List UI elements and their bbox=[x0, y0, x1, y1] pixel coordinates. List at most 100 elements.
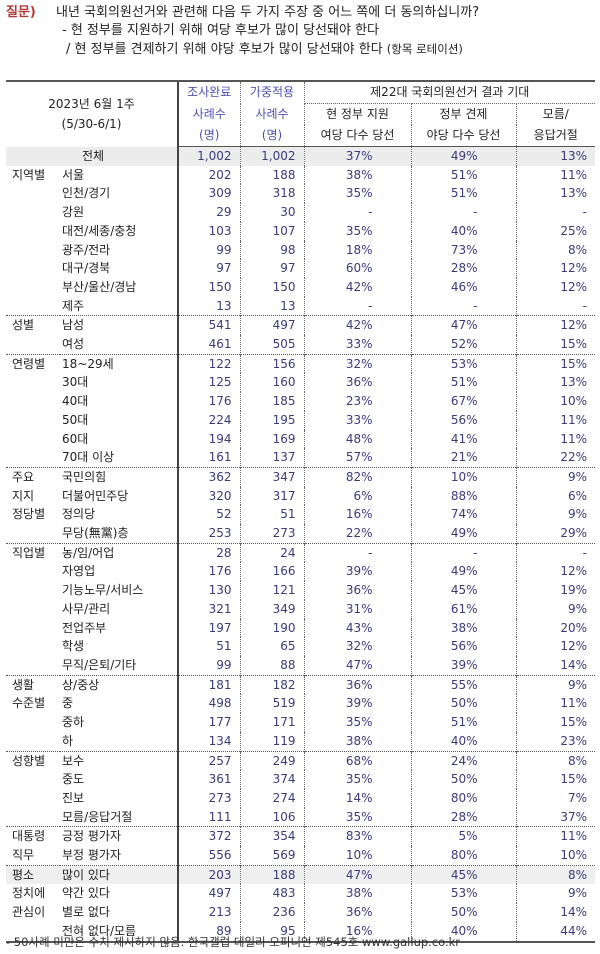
support-pct: 33% bbox=[303, 410, 411, 430]
completed-count: 176 bbox=[177, 562, 240, 582]
support-pct: 38% bbox=[303, 884, 411, 904]
support-pct: 35% bbox=[303, 184, 411, 204]
completed-count: 28 bbox=[177, 542, 240, 563]
col-dk-a: 모름/ bbox=[515, 103, 595, 125]
completed-count: 197 bbox=[177, 618, 240, 638]
check-pct: 49% bbox=[410, 146, 516, 166]
weighted-count: 182 bbox=[239, 674, 304, 695]
col-group-header: 제22대 국회의원선거 결과 기대 bbox=[303, 80, 595, 104]
dk-pct: 37% bbox=[515, 807, 595, 827]
results-table: 2023년 6월 1주 (5/30-6/1) 조사완료 가중적용 제22대 국회의… bbox=[6, 80, 595, 943]
group-label bbox=[6, 241, 60, 260]
table-row: 중도 361 374 35% 50% 15% bbox=[6, 770, 595, 789]
check-pct: 24% bbox=[410, 750, 516, 771]
group-label bbox=[6, 770, 60, 789]
completed-count: 51 bbox=[177, 637, 240, 656]
survey-period-line: (5/30-6/1) bbox=[61, 117, 122, 132]
dk-pct: 8% bbox=[515, 750, 595, 771]
check-pct: 38% bbox=[410, 618, 516, 638]
dk-pct: 19% bbox=[515, 581, 595, 600]
completed-count: 161 bbox=[177, 448, 240, 468]
col-weighted-unit: (명) bbox=[239, 125, 304, 147]
check-pct: 49% bbox=[410, 562, 516, 582]
dk-pct: - bbox=[515, 542, 595, 563]
check-pct: - bbox=[410, 296, 516, 316]
weighted-count: 195 bbox=[239, 410, 304, 430]
table-row: 중하 177 171 35% 51% 15% bbox=[6, 713, 595, 732]
table-row: 주요 국민의힘 362 347 82% 10% 9% bbox=[6, 466, 595, 487]
group-label bbox=[6, 222, 60, 241]
table-row: 지지 더불어민주당 320 317 6% 88% 6% bbox=[6, 486, 595, 506]
group-label bbox=[6, 411, 60, 430]
support-pct: - bbox=[303, 203, 411, 222]
row-label: 약간 있다 bbox=[62, 886, 110, 901]
check-pct: 74% bbox=[410, 505, 516, 525]
group-label: 성향별 bbox=[6, 750, 60, 771]
weighted-count: 274 bbox=[239, 788, 304, 808]
support-pct: 37% bbox=[303, 146, 411, 166]
row-label: 전체 bbox=[60, 146, 178, 166]
support-pct: 31% bbox=[303, 599, 411, 619]
group-label bbox=[6, 373, 60, 392]
survey-period-line: 2023년 6월 1주 bbox=[48, 97, 135, 112]
dk-pct: 15% bbox=[515, 335, 595, 355]
completed-count: 1,002 bbox=[177, 146, 240, 166]
check-pct: 5% bbox=[410, 826, 516, 847]
support-pct: 42% bbox=[303, 315, 411, 336]
check-pct: 46% bbox=[410, 277, 516, 297]
dk-pct: 12% bbox=[515, 562, 595, 582]
table-row: 대통령 긍정 평가자 372 354 83% 5% 11% bbox=[6, 826, 595, 847]
table-row: 직업별 농/임/어업 28 24- - - bbox=[6, 542, 595, 563]
weighted-count: 349 bbox=[239, 599, 304, 619]
group-label bbox=[6, 524, 60, 543]
row-label: 국민의힘 bbox=[60, 466, 178, 487]
check-pct: 40% bbox=[410, 921, 516, 943]
check-pct: 73% bbox=[410, 240, 516, 260]
completed-count: 556 bbox=[177, 846, 240, 866]
check-pct: 45% bbox=[410, 581, 516, 600]
check-pct: 50% bbox=[410, 694, 516, 714]
question: 질문) 내년 국회의원선거와 관련해 다음 두 가지 주장 중 어느 쪽에 더 동… bbox=[6, 4, 479, 59]
table-row: 대전/세종/충청 103 107 35% 40% 25% bbox=[6, 221, 595, 241]
table-row: 40대 176 185 23% 67% 10% bbox=[6, 392, 595, 411]
check-pct: 28% bbox=[410, 259, 516, 278]
table-row: 연령별 18~29세 122 156 32% 53% 15% bbox=[6, 353, 595, 374]
group-label: 정당별 bbox=[12, 507, 46, 522]
col-completed-label: 조사완료 bbox=[177, 80, 240, 104]
completed-count: 309 bbox=[177, 184, 240, 204]
weighted-count: 166 bbox=[239, 562, 304, 582]
group-label: 대통령 bbox=[6, 826, 60, 847]
support-pct: 36% bbox=[303, 674, 411, 695]
table-row: 성별 남성 541 497 42% 47% 12% bbox=[6, 315, 595, 336]
weighted-count: 119 bbox=[239, 731, 304, 751]
col-check-a: 정부 견제 bbox=[410, 103, 516, 125]
table-row: 전혀 없다/모름 89 95 16% 40% 44% bbox=[6, 921, 595, 943]
weighted-count: 121 bbox=[239, 581, 304, 600]
completed-count: 103 bbox=[177, 221, 240, 241]
dk-pct: 8% bbox=[515, 240, 595, 260]
support-pct: 57% bbox=[303, 448, 411, 468]
table-row: 사무/관리 321 349 31% 61% 9% bbox=[6, 599, 595, 619]
group-label bbox=[6, 203, 60, 222]
weighted-count: 318 bbox=[239, 184, 304, 204]
row-label: 무당(無黨)층 bbox=[62, 526, 129, 541]
weighted-count: 347 bbox=[239, 466, 304, 487]
dk-pct: 12% bbox=[515, 637, 595, 656]
group-label bbox=[6, 637, 60, 656]
col-completed-unit: (명) bbox=[177, 125, 240, 147]
check-pct: 51% bbox=[410, 165, 516, 185]
completed-count: 29 bbox=[177, 203, 240, 222]
row-label: 전업주부 bbox=[62, 620, 107, 635]
weighted-count: 188 bbox=[239, 165, 304, 185]
dk-pct: 15% bbox=[515, 713, 595, 732]
dk-pct: - bbox=[515, 296, 595, 316]
table-row: 직무 부정 평가자 556 569 10% 80% 10% bbox=[6, 846, 595, 866]
support-pct: 39% bbox=[303, 562, 411, 582]
support-pct: 22% bbox=[303, 524, 411, 544]
table-row: 제주 13 13- - - bbox=[6, 296, 595, 316]
group-label: 관심이 bbox=[12, 905, 46, 920]
completed-count: 150 bbox=[177, 277, 240, 297]
completed-count: 97 bbox=[177, 259, 240, 278]
dk-pct: 9% bbox=[515, 884, 595, 904]
table-row: 생활 상/중상 181 182 36% 55% 9% bbox=[6, 674, 595, 695]
